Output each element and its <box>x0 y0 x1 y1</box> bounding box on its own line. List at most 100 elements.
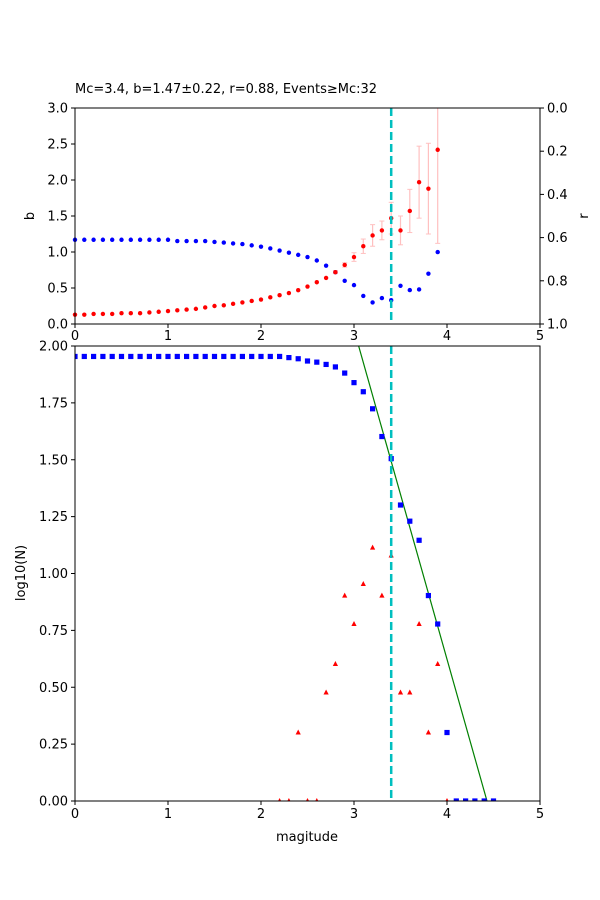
b-point <box>100 311 106 317</box>
cumulative-point <box>174 353 180 360</box>
noncumulative-point <box>315 798 319 801</box>
r-point <box>277 248 282 253</box>
r-point <box>268 246 273 251</box>
cumulative-point <box>165 353 171 360</box>
b-point <box>407 208 412 214</box>
cumulative-point <box>128 353 134 360</box>
cumulative-point <box>314 359 320 365</box>
cumulative-point <box>323 361 329 368</box>
r-point <box>407 287 412 293</box>
top-axes-frame <box>74 107 541 325</box>
cumulative-point <box>156 353 162 360</box>
r-point <box>398 283 403 288</box>
b-point <box>426 186 431 191</box>
b-point <box>240 300 245 305</box>
cumulative-point <box>453 798 459 801</box>
r-tick-label: 0.6 <box>547 231 568 246</box>
noncumulative-point <box>445 798 449 801</box>
cumulative-point <box>184 353 190 360</box>
b-point <box>193 306 199 312</box>
r-point <box>305 254 310 260</box>
x-axis-label: magitude <box>276 830 338 845</box>
cumulative-point <box>351 380 357 386</box>
x-tick-label: 2 <box>257 807 265 822</box>
cumulative-point <box>295 356 301 362</box>
b-point <box>128 311 133 316</box>
cumulative-point <box>249 353 255 360</box>
r-tick-label: 0.0 <box>547 102 568 117</box>
top-tick-labels: 0 1 2 3 4 5 0.0 0.5 1.0 1.5 2.0 2.5 3.0 0.0 0.2 0.4 0.6 0… <box>47 102 567 345</box>
cumulative-point <box>211 353 218 360</box>
r-point <box>193 238 199 244</box>
b-axis-label: b <box>23 212 38 220</box>
cumulative-point <box>137 353 143 360</box>
r-point <box>184 238 189 244</box>
top-plot-area <box>72 108 441 324</box>
cumulative-point <box>221 353 227 360</box>
r-point <box>156 237 161 242</box>
r-point <box>147 237 152 242</box>
b-tick-label: 0.0 <box>47 318 68 333</box>
noncumulative-point <box>332 661 338 667</box>
cumulative-point <box>463 798 469 801</box>
cumulative-point <box>258 353 264 360</box>
cumulative-point <box>472 798 478 801</box>
r-tick-label: 0.2 <box>547 145 568 160</box>
y-axis-label: log10(N) <box>14 545 29 601</box>
r-tick-label: 1.0 <box>547 318 568 333</box>
noncumulative-point <box>397 689 404 695</box>
y-tick-label: 1.25 <box>39 510 68 525</box>
bottom-plot-area <box>75 346 497 801</box>
r-point <box>351 282 357 288</box>
b-tick-label: 2.0 <box>47 174 68 189</box>
chart-title: Mc=3.4, b=1.47±0.22, r=0.88, Events≥Mc:3… <box>75 82 377 97</box>
b-point <box>342 262 347 268</box>
b-point <box>379 228 385 233</box>
y-tick-label: 0.00 <box>39 795 68 810</box>
cumulative-point <box>230 353 236 360</box>
r-point <box>426 271 431 276</box>
cumulative-point <box>407 518 413 524</box>
noncumulative-point <box>305 798 310 801</box>
r-point <box>416 287 422 292</box>
y-tick-label: 1.75 <box>39 396 68 411</box>
b-point <box>212 303 217 309</box>
r-point <box>230 241 236 246</box>
x-tick-label: 3 <box>350 807 358 822</box>
r-point <box>175 238 180 244</box>
b-point <box>416 179 422 185</box>
cumulative-point <box>109 353 115 360</box>
frequency-magnitude-panel: 0 1 2 3 4 5 0.00 0.25 0.50 0.75 1.00 1.25 1.50 1.75 2.… <box>14 340 544 846</box>
noncumulative-point <box>379 592 385 598</box>
b-and-r-panel: Mc=3.4, b=1.47±0.22, r=0.88, Events≥Mc:3… <box>23 82 592 344</box>
b-point <box>258 297 264 302</box>
r-point <box>221 240 226 245</box>
b-point <box>351 254 357 260</box>
r-point <box>286 250 292 255</box>
cumulative-point <box>397 502 404 508</box>
r-point <box>100 237 106 242</box>
r-tick-label: 0.8 <box>547 274 568 289</box>
r-point <box>240 241 245 247</box>
b-point <box>296 287 301 293</box>
noncumulative-point <box>278 798 282 801</box>
noncumulative-point <box>416 621 422 627</box>
b-point <box>333 269 338 275</box>
r-point <box>370 300 375 305</box>
y-tick-label: 0.50 <box>39 681 68 696</box>
r-point <box>110 237 115 242</box>
x-tick-label: 1 <box>164 807 172 822</box>
bottom-tick-labels: 0 1 2 3 4 5 0.00 0.25 0.50 0.75 1.00 1.25 1.50 1.75 2.… <box>39 340 544 823</box>
b-tick-label: 2.5 <box>47 138 68 153</box>
r-point <box>91 237 96 242</box>
cumulative-point <box>118 353 125 360</box>
b-point <box>361 244 366 249</box>
cumulative-point <box>202 353 208 360</box>
b-point <box>165 308 171 314</box>
b-tick-label: 0.5 <box>47 282 68 297</box>
x-tick-label: 5 <box>536 329 544 344</box>
cumulative-point <box>370 406 376 412</box>
b-point <box>221 303 226 308</box>
noncumulative-point <box>370 544 376 550</box>
b-point <box>203 305 208 310</box>
